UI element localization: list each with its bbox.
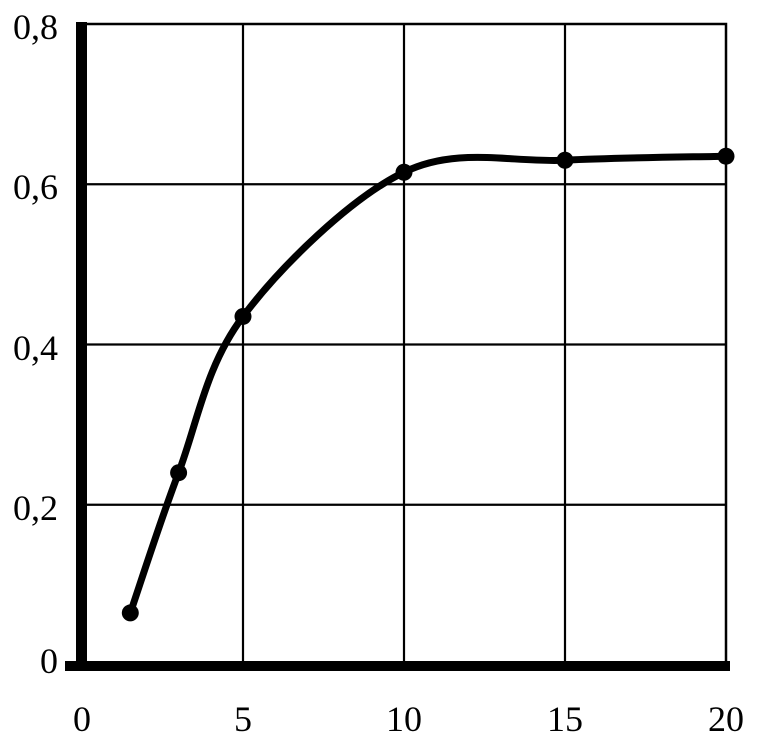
data-point-5 <box>234 307 252 325</box>
x-axis-tick-label-10: 10 <box>386 699 422 738</box>
data-curve <box>126 152 730 617</box>
y-axis-tick-label-0.4: 0,4 <box>13 327 58 368</box>
x-axis-tick-label-20: 20 <box>708 699 744 738</box>
x-axis-line <box>65 661 730 671</box>
data-point-1.5 <box>121 604 139 622</box>
y-axis-tick-label-0.6: 0,6 <box>13 167 58 208</box>
x-axis-tick-label-0: 0 <box>73 699 91 738</box>
y-axis-line <box>76 22 87 670</box>
y-axis-tick-label-0: 0 <box>40 641 58 681</box>
y-axis-tick-label-0.2: 0,2 <box>13 487 58 528</box>
x-axis-tick-label-5: 5 <box>234 699 252 738</box>
x-axis-tick-label-15: 15 <box>547 699 583 738</box>
data-point-3 <box>170 464 188 482</box>
data-point-10 <box>395 163 413 181</box>
data-point-20 <box>717 147 735 165</box>
y-axis-tick-label-0.8: 0,8 <box>13 7 58 47</box>
data-point-15 <box>556 151 574 169</box>
